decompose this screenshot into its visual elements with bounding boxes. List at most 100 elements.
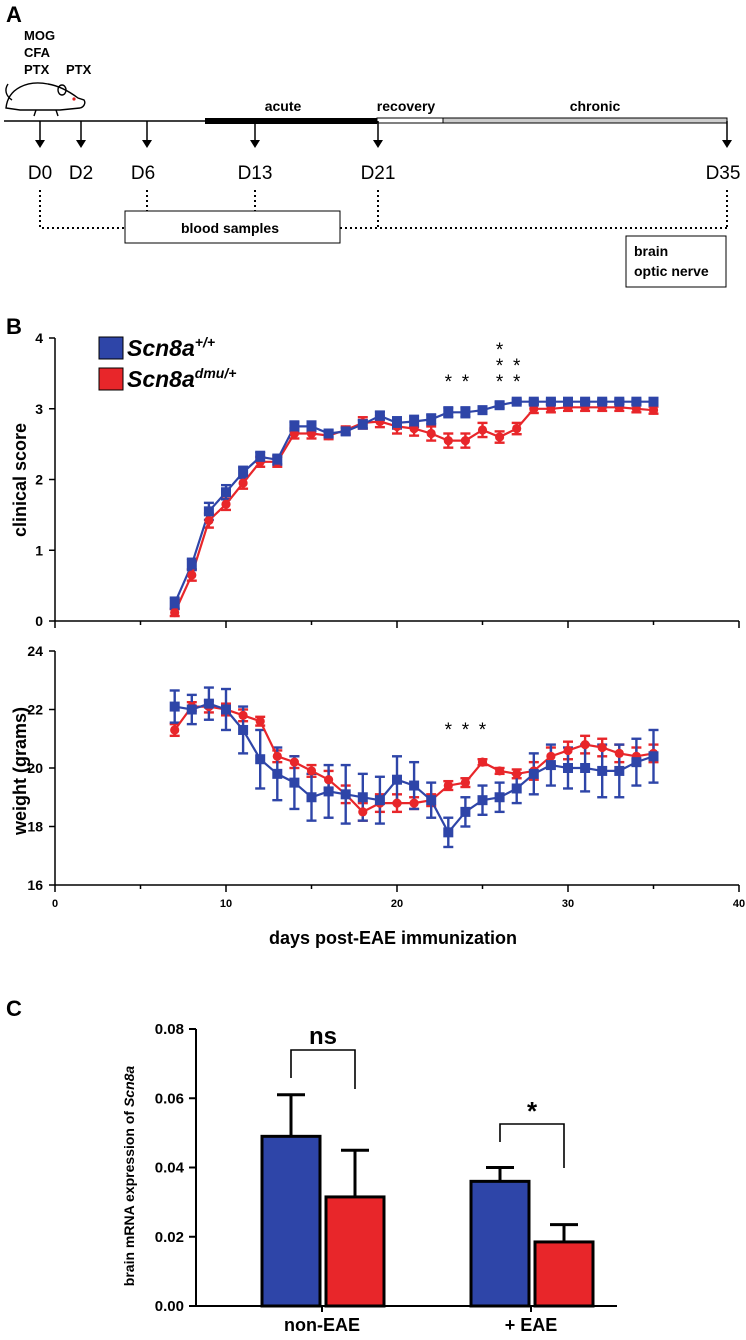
data-point-dmu — [306, 766, 317, 776]
data-point-wt — [545, 396, 556, 407]
phase-label-chronic: chronic — [570, 98, 621, 114]
significance-star: * — [462, 720, 470, 741]
sig-bracket-eae — [499, 1123, 565, 1168]
data-point-wt — [477, 405, 488, 416]
data-point-wt — [306, 792, 317, 803]
legend-wt-sup: +/+ — [195, 334, 215, 350]
panel-c: C brain mRNA expression of Scn8a 0.000.0… — [6, 996, 617, 1335]
data-point-wt — [221, 704, 231, 715]
data-point-wt — [340, 789, 351, 800]
y-tick-label: 0.06 — [155, 1090, 184, 1107]
y-tick-label: 2 — [35, 472, 43, 488]
data-point-dmu — [289, 757, 299, 767]
bar-dmu-eae — [533, 1240, 595, 1308]
data-point-dmu — [426, 428, 436, 439]
phase-bar-acute — [205, 118, 377, 124]
day-label-d0: D0 — [28, 163, 52, 184]
legend: Scn8a+/+ Scn8admu/+ — [98, 334, 236, 392]
x-tick-label: 40 — [733, 898, 745, 910]
blood-samples-box — [124, 210, 341, 244]
significance-star: * — [462, 372, 470, 393]
data-point-wt — [169, 598, 180, 609]
tissue-label-optic-nerve: optic nerve — [634, 263, 709, 279]
data-point-dmu — [460, 435, 470, 446]
data-point-dmu — [477, 757, 488, 767]
data-point-wt — [409, 780, 420, 791]
day-label-d21: D21 — [361, 163, 396, 184]
data-point-dmu — [170, 725, 180, 735]
day-arrows — [35, 121, 732, 148]
y-tick-label: 3 — [35, 401, 43, 417]
data-point-wt — [169, 701, 180, 712]
y-tick-label: 24 — [27, 643, 43, 659]
blood-samples-label: blood samples — [181, 220, 279, 236]
data-point-dmu — [495, 766, 505, 776]
data-point-wt — [511, 396, 522, 407]
bar-wt-non-eae — [260, 1134, 322, 1308]
data-point-dmu — [648, 405, 659, 415]
bar-marks — [260, 1093, 595, 1308]
data-point-wt — [409, 416, 420, 427]
x-tick-label: non-EAE — [284, 1315, 360, 1335]
tissue-label-brain: brain — [634, 243, 668, 259]
data-point-dmu — [358, 807, 368, 817]
data-point-dmu — [443, 435, 453, 446]
data-point-dmu — [272, 751, 282, 761]
data-point-wt — [323, 428, 334, 439]
mouse-icon — [5, 82, 86, 117]
y-tick-label: 4 — [35, 330, 43, 346]
y-tick-label: 1 — [35, 542, 43, 558]
bar-axes: 0.00 0.02 0.04 0.06 0.08 non-EAE + EAE — [155, 1021, 617, 1335]
data-point-dmu — [495, 432, 505, 442]
data-point-wt — [511, 783, 522, 794]
data-point-wt — [494, 792, 505, 803]
data-point-wt — [203, 698, 214, 709]
data-point-wt — [597, 765, 608, 776]
injection-label-ptx-d0: PTX — [24, 62, 50, 77]
panel-c-label: C — [6, 996, 22, 1021]
y-tick-label: 22 — [27, 702, 43, 718]
data-point-wt — [443, 407, 454, 418]
day-label-d13: D13 — [238, 163, 273, 184]
legend-swatch-dmu — [98, 367, 124, 391]
phase-bar-recovery — [376, 117, 444, 124]
data-point-wt — [392, 417, 402, 428]
day-label-d2: D2 — [69, 163, 93, 184]
data-point-wt — [289, 421, 300, 432]
significance-star: * — [496, 356, 504, 377]
data-point-dmu — [512, 423, 522, 434]
legend-swatch-wt — [98, 336, 124, 360]
data-point-wt — [340, 426, 351, 437]
data-point-wt — [221, 487, 231, 498]
data-point-wt — [648, 396, 659, 407]
y-tick-label: 0.02 — [155, 1229, 184, 1246]
data-point-wt — [238, 467, 249, 478]
data-point-dmu — [204, 515, 214, 526]
data-point-wt — [392, 774, 402, 785]
data-point-wt — [580, 396, 591, 407]
data-point-dmu — [477, 425, 488, 435]
data-point-dmu — [546, 751, 556, 761]
data-point-dmu — [512, 769, 522, 779]
data-point-dmu — [392, 798, 402, 808]
sig-label-ns: ns — [309, 1023, 337, 1050]
clinical-ylabel: clinical score — [10, 423, 30, 537]
legend-label-dmu: Scn8admu/+ — [127, 365, 236, 392]
data-point-wt — [597, 396, 608, 407]
tissue-box — [625, 235, 727, 288]
day-label-d35: D35 — [706, 163, 741, 184]
clinical-markers — [169, 396, 659, 618]
bar-wt-eae — [469, 1179, 531, 1308]
data-point-wt — [323, 786, 334, 797]
bar-ylabel-prefix: brain mRNA expression of — [121, 1107, 137, 1286]
data-point-wt — [289, 777, 300, 788]
data-point-wt — [357, 419, 368, 430]
clinical-axes: 0 1 2 3 4 — [35, 330, 740, 629]
data-point-dmu — [221, 499, 231, 509]
x-tick-label: 0 — [52, 898, 58, 910]
data-point-wt — [255, 754, 266, 765]
y-tick-label: 0.04 — [155, 1160, 185, 1177]
weight-markers — [169, 698, 659, 838]
data-point-dmu — [597, 742, 607, 753]
x-tick-label: 10 — [220, 898, 232, 910]
